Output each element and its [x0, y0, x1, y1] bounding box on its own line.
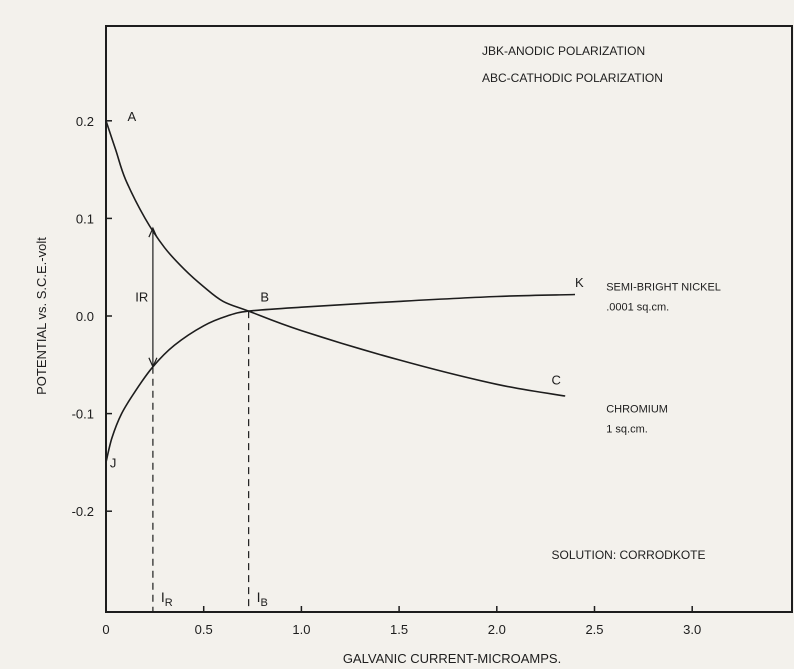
- x-tick-label: 2.0: [488, 622, 506, 637]
- x-tick-label: 0.5: [195, 622, 213, 637]
- point-label-b: B: [260, 289, 269, 304]
- plot-frame: [105, 25, 793, 613]
- y-tick-label: 0.1: [76, 211, 94, 226]
- y-tick-label: 0.2: [76, 114, 94, 129]
- solution-annotation: SOLUTION: CORRODKOTE: [552, 548, 706, 562]
- point-label-c: C: [552, 372, 561, 387]
- y-tick-label: 0.0: [76, 309, 94, 324]
- legend-line-2: ABC-CATHODIC POLARIZATION: [482, 71, 663, 85]
- point-label-a: A: [127, 109, 136, 124]
- x-tick-label: 2.5: [585, 622, 603, 637]
- chart-marks: 0 0.5 1.0 1.5 2.0 2.5 3.0 0.2 0.1 0.0 -0.1 -0.2 A B C J…: [72, 109, 721, 637]
- curve-label-1-line-0: CHROMIUM: [606, 404, 668, 416]
- series-line-abc: [105, 120, 566, 397]
- x-axis-label: GALVANIC CURRENT-MICROAMPS.: [343, 651, 561, 666]
- x-tick-label: 1.0: [292, 622, 310, 637]
- curve-label-1-line-1: 1 sq.cm.: [606, 424, 648, 436]
- ir-label: IR: [135, 289, 148, 304]
- x-tick-label: 3.0: [683, 622, 701, 637]
- point-label-k: K: [575, 275, 584, 290]
- y-tick-label: -0.1: [72, 407, 94, 422]
- y-tick-label: -0.2: [72, 504, 94, 519]
- legend-line-1: JBK-ANODIC POLARIZATION: [482, 44, 645, 58]
- curve-label-0-line-0: SEMI-BRIGHT NICKEL: [606, 282, 721, 294]
- y-axis-label: POTENTIAL vs. S.C.E.-volt: [34, 237, 49, 395]
- x-tick-label: 0: [102, 622, 109, 637]
- point-label-j: J: [110, 455, 117, 470]
- series-line-jbk: [105, 293, 576, 463]
- curve-label-0-line-1: .0001 sq.cm.: [606, 302, 669, 314]
- x-tick-label: 1.5: [390, 622, 408, 637]
- reference-label-r: IR: [161, 589, 173, 609]
- reference-label-b: IB: [257, 589, 268, 609]
- ir-arrow-head-top: [148, 226, 158, 238]
- ir-arrow-head-bottom: [148, 357, 158, 369]
